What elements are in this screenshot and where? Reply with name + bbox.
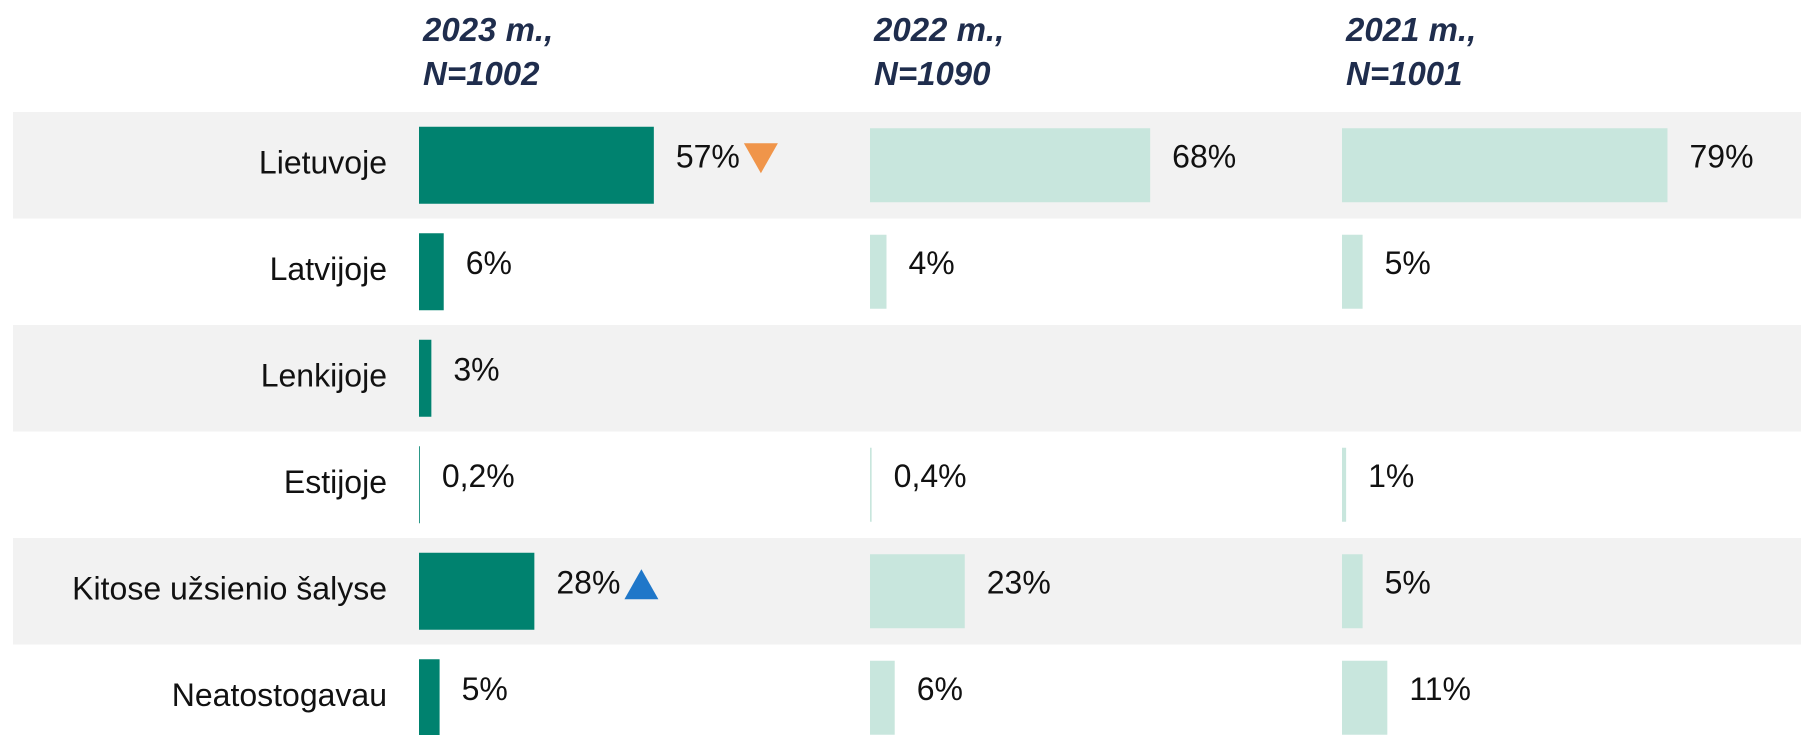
value-label: 5% <box>1385 245 1431 281</box>
value-label: 68% <box>1172 139 1236 175</box>
bar <box>419 659 440 735</box>
bar <box>870 447 872 522</box>
value-label: 57% <box>676 139 740 175</box>
bar <box>419 446 420 524</box>
series-header: 2022 m., N=1090 <box>874 11 1005 92</box>
value-label: 23% <box>987 565 1051 601</box>
category-label: Estijoje <box>284 464 387 500</box>
series-header: 2023 m., N=1002 <box>423 11 554 92</box>
value-label: 28% <box>556 565 620 601</box>
bar <box>1342 234 1363 309</box>
category-label: Lietuvoje <box>259 145 387 181</box>
value-label: 0,4% <box>894 458 967 494</box>
bar <box>870 128 1151 203</box>
value-label: 79% <box>1689 139 1753 175</box>
category-label: Lenkijoje <box>261 358 387 394</box>
value-label: 1% <box>1368 458 1414 494</box>
category-label: Neatostogavau <box>172 677 387 713</box>
value-label: 11% <box>1409 671 1471 707</box>
value-label: 6% <box>466 245 512 281</box>
bar <box>419 339 432 417</box>
significance-marker <box>743 143 778 174</box>
bar <box>1342 554 1363 629</box>
bar <box>419 552 535 630</box>
value-label: 5% <box>1385 565 1431 601</box>
value-label: 3% <box>453 352 499 388</box>
bar <box>419 126 654 204</box>
bar <box>1342 128 1668 203</box>
bar <box>870 234 887 309</box>
bar <box>1342 447 1347 522</box>
row-band <box>13 325 1801 432</box>
significance-marker <box>624 569 659 600</box>
bar <box>419 233 444 311</box>
value-label: 5% <box>462 671 508 707</box>
series-header: 2021 m., N=1001 <box>1346 11 1477 92</box>
bar <box>870 554 965 629</box>
value-label: 4% <box>908 245 954 281</box>
category-label: Latvijoje <box>270 251 387 287</box>
bar <box>870 660 895 735</box>
bar <box>1342 660 1388 735</box>
value-label: 6% <box>917 671 963 707</box>
value-label: 0,2% <box>442 458 515 494</box>
category-label: Kitose užsienio šalyse <box>72 571 387 607</box>
